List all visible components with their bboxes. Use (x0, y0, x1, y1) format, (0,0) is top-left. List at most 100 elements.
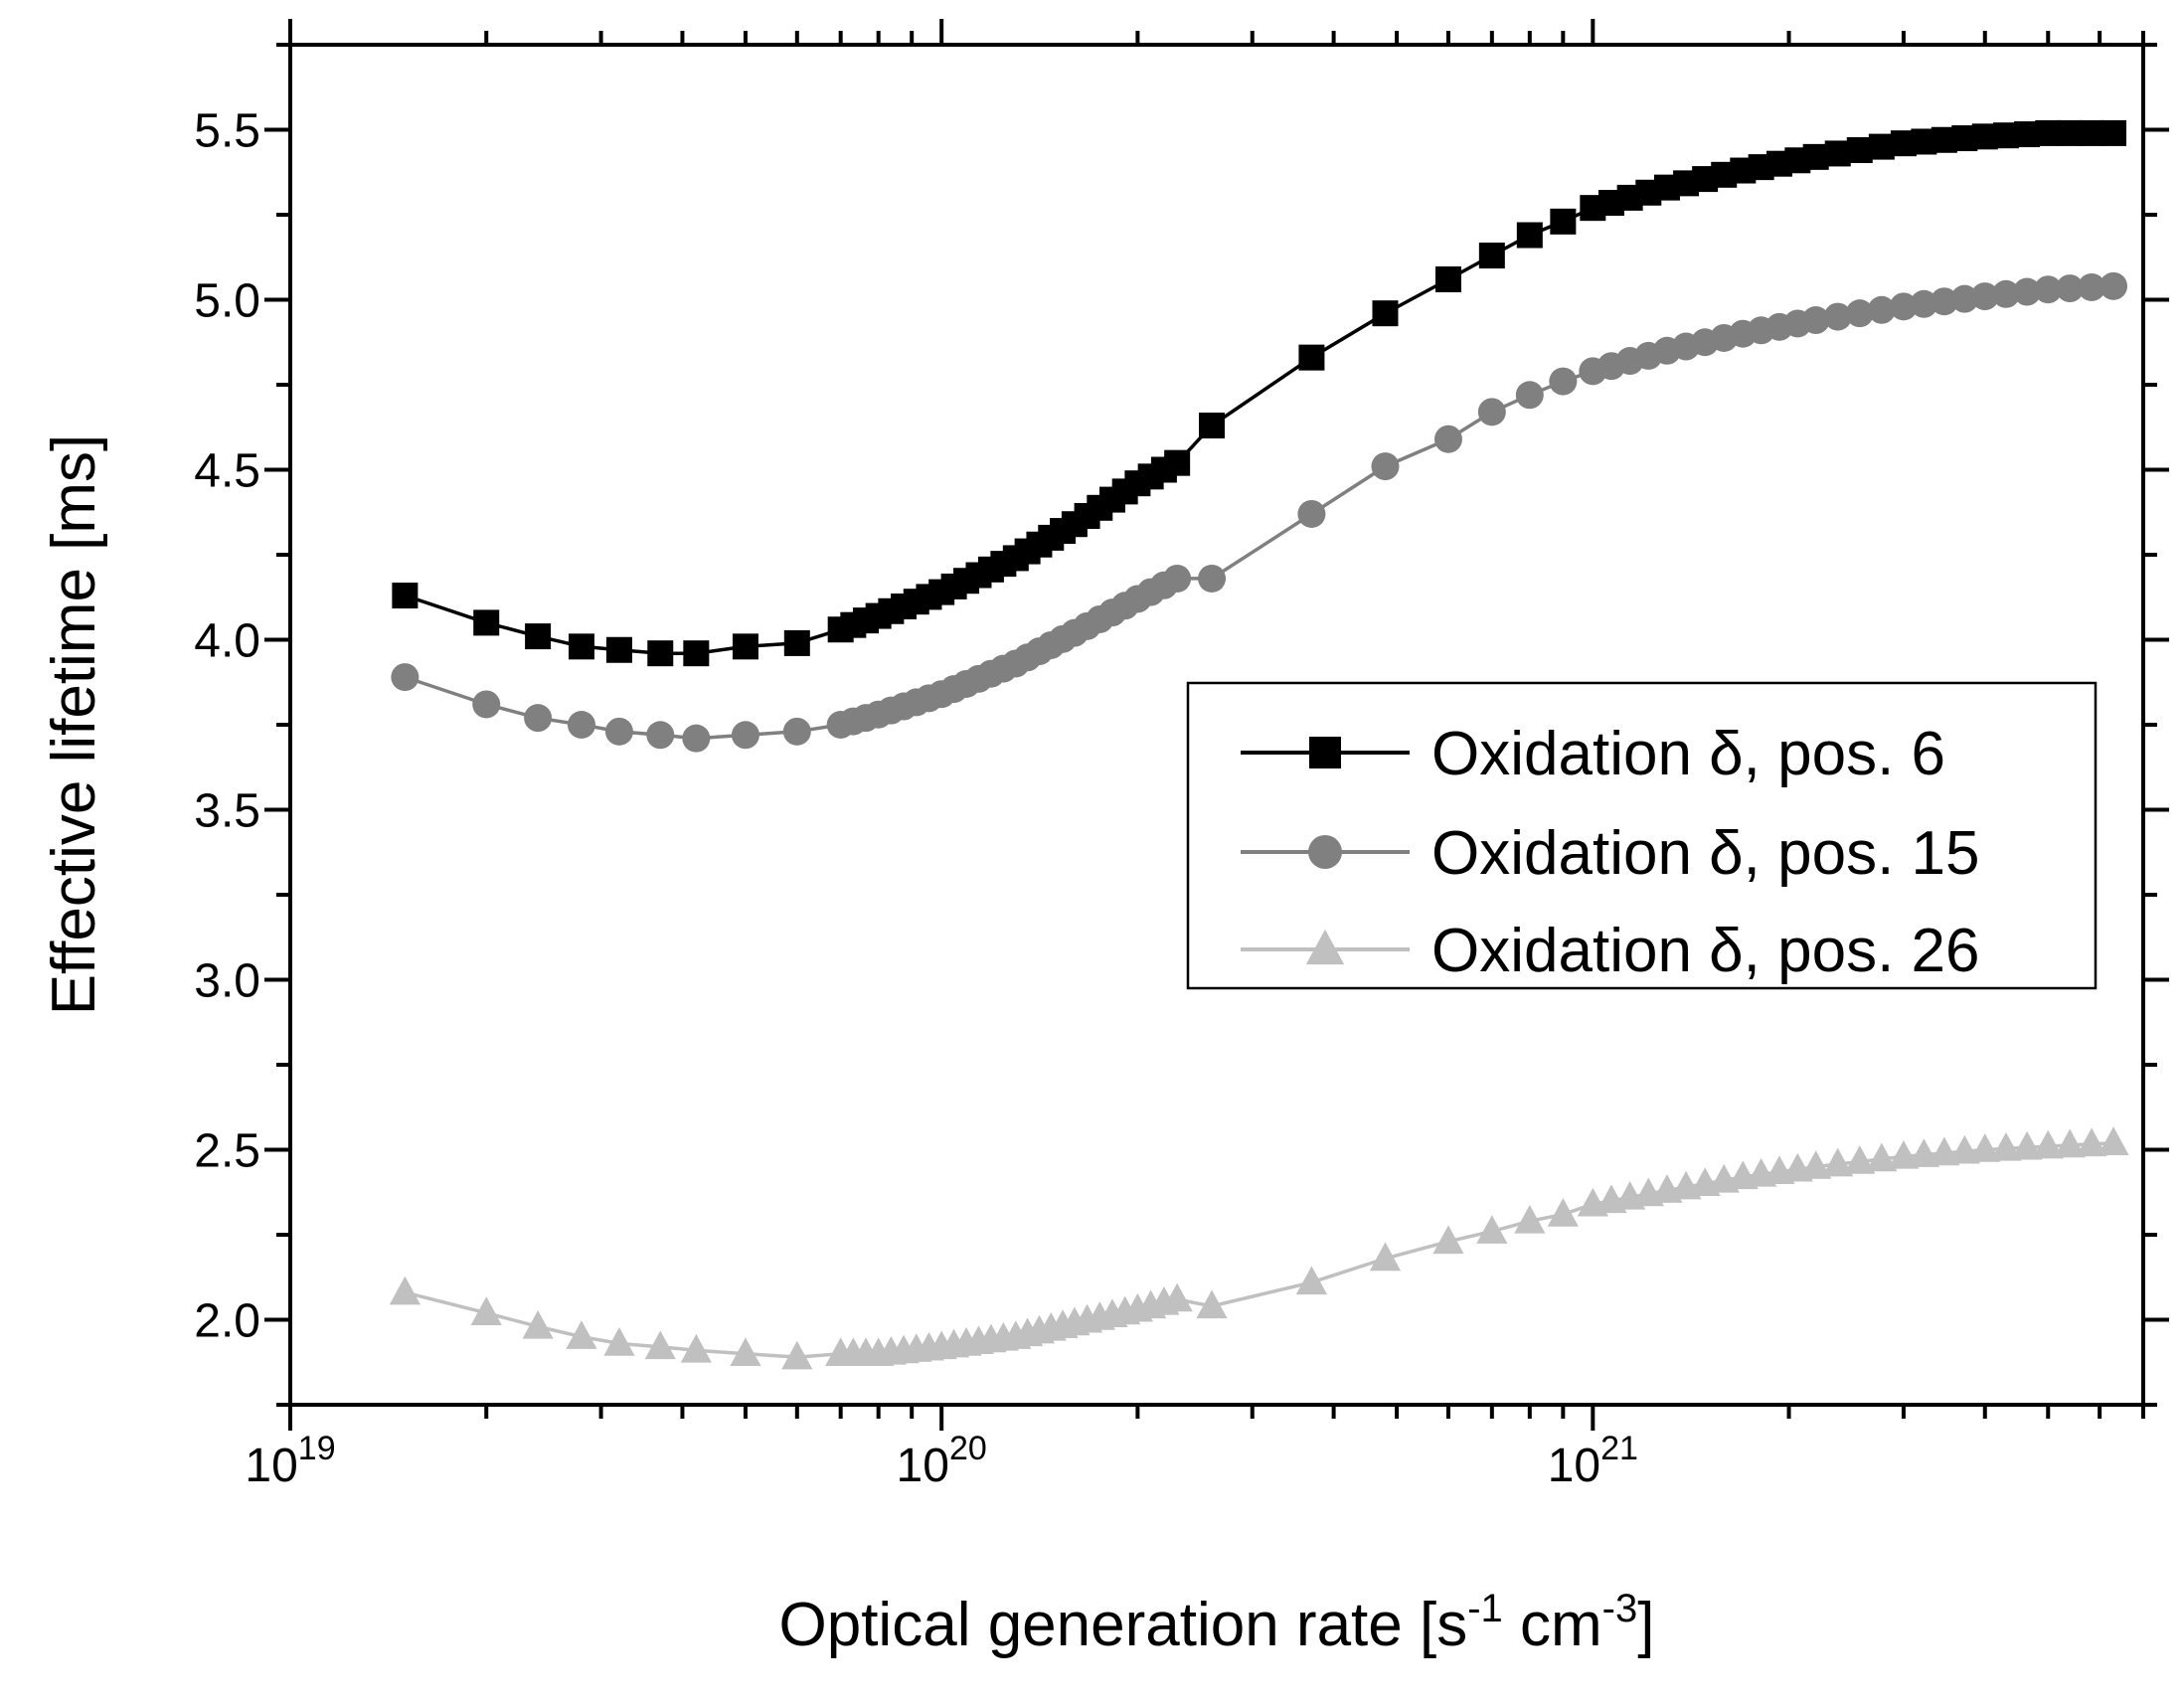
data-point (1867, 295, 1896, 324)
data-point (680, 1333, 712, 1363)
data-point (604, 717, 633, 746)
data-point (2013, 277, 2042, 306)
data-point (730, 1337, 761, 1366)
data-point (1802, 143, 1829, 170)
y-tick-label: 4.5 (194, 445, 260, 498)
y-tick-label: 3.5 (194, 785, 260, 838)
data-point (1948, 1134, 1980, 1164)
data-point (568, 633, 594, 660)
y-tick-label: 3.0 (194, 955, 260, 1008)
y-tick-label: 2.5 (194, 1125, 260, 1178)
data-point (1196, 1289, 1228, 1319)
data-point (1199, 413, 1226, 439)
data-point (1478, 243, 1505, 269)
y-tick-label: 4.0 (194, 615, 260, 668)
data-point (1550, 208, 1577, 235)
data-point (2100, 119, 2127, 146)
data-point (2057, 119, 2084, 146)
data-point (1991, 279, 2020, 308)
data-point (522, 1309, 554, 1339)
data-point (1845, 299, 1874, 328)
data-point (783, 629, 810, 656)
data-point (1476, 1215, 1508, 1244)
data-point (1824, 140, 1851, 167)
data-point (1198, 564, 1227, 593)
data-point (1930, 287, 1958, 316)
data-point (1889, 292, 1918, 321)
x-axis-label-sup1: -1 (1467, 1587, 1503, 1630)
legend-marker (1309, 737, 1341, 768)
data-point (525, 623, 552, 650)
data-point (782, 717, 811, 746)
series-line (404, 1140, 2114, 1359)
legend-box (1186, 681, 2098, 990)
series-1 (392, 119, 2127, 667)
data-point (2098, 1126, 2129, 1155)
data-point (392, 583, 419, 609)
data-point (2032, 1129, 2064, 1159)
legend-marker (1305, 929, 1345, 965)
data-point (2034, 275, 2063, 304)
data-point (2076, 1127, 2107, 1157)
data-point (472, 690, 501, 719)
data-point (1888, 1139, 1920, 1169)
x-axis-label: Optical generation rate [s-1 cm-3] (779, 1587, 1655, 1659)
data-point (1910, 289, 1938, 318)
y-tick-label: 5.0 (194, 275, 260, 328)
data-point (605, 636, 632, 663)
data-point (1163, 564, 1192, 593)
data-point (1372, 300, 1399, 327)
data-point (1369, 1242, 1402, 1272)
data-point (1800, 1150, 1832, 1179)
x-tick-label: 1019 (245, 1430, 335, 1492)
data-point (1822, 1147, 1854, 1177)
y-tick-label: 2.0 (194, 1295, 260, 1348)
data-point (1434, 265, 1461, 292)
data-point (1298, 344, 1325, 371)
data-point (2078, 272, 2106, 301)
data-point (647, 640, 674, 667)
data-point (391, 663, 420, 692)
legend-marker (1308, 835, 1342, 869)
data-point (1801, 306, 1830, 335)
data-point (1908, 1138, 1939, 1167)
data-point (1295, 1266, 1328, 1295)
data-point (644, 1330, 676, 1360)
data-point (1844, 1145, 1876, 1174)
x-axis-label-sup2: -3 (1602, 1587, 1638, 1630)
data-point (1371, 452, 1400, 481)
x-axis-label-main: Optical generation rate [s (779, 1591, 1468, 1659)
x-tick-label: 1020 (897, 1430, 987, 1492)
data-point (603, 1327, 635, 1356)
data-point (566, 1320, 597, 1349)
data-point (1515, 381, 1544, 410)
series-2 (391, 271, 2128, 753)
data-point (1516, 222, 1543, 249)
data-point (1969, 1133, 2001, 1162)
series-layer (389, 119, 2129, 1370)
data-point (646, 721, 675, 750)
data-point (524, 704, 553, 733)
data-point (1547, 1198, 1579, 1227)
data-point (731, 721, 759, 750)
series-line (404, 131, 2113, 655)
data-point (1432, 1225, 1464, 1255)
data-point (470, 1296, 502, 1325)
data-point (781, 1340, 813, 1370)
data-point (389, 1276, 420, 1305)
data-point (2054, 1128, 2086, 1158)
series-line (404, 284, 2114, 741)
data-point (1846, 137, 1873, 164)
data-point (2100, 271, 2128, 300)
data-point (682, 724, 711, 753)
data-point (2035, 119, 2062, 146)
data-point (1514, 1204, 1546, 1234)
data-point (1950, 284, 1979, 313)
data-point (1823, 302, 1852, 331)
data-point (683, 640, 710, 667)
legend: Oxidation δ, pos. 6 Oxidation δ, pos. 15 O… (1186, 681, 2098, 990)
data-point (1549, 367, 1578, 396)
legend-label: Oxidation δ, pos. 26 (1431, 917, 1980, 985)
data-point (473, 609, 500, 636)
